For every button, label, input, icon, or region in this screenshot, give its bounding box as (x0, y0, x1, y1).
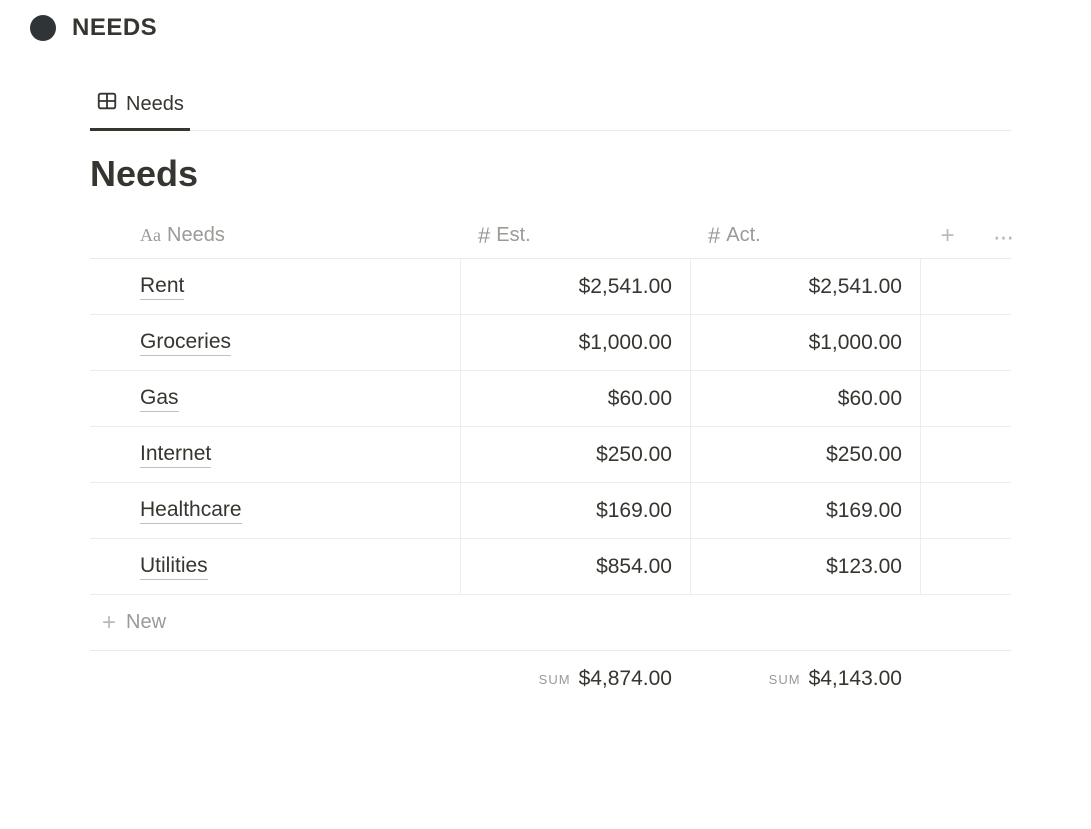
table-more-button[interactable]: ··· (975, 213, 1030, 258)
page-title[interactable]: NEEDS (72, 14, 157, 42)
table-row[interactable]: Healthcare $169.00 $169.00 (90, 483, 1011, 539)
cell-act[interactable]: $123.00 (690, 539, 920, 594)
cell-name[interactable]: Rent (90, 259, 460, 314)
cell-est[interactable]: $250.00 (460, 427, 690, 482)
cell-empty (975, 539, 1030, 594)
table-row[interactable]: Rent $2,541.00 $2,541.00 (90, 259, 1011, 315)
column-header-act[interactable]: # Act. (690, 213, 920, 258)
cell-empty (920, 483, 975, 538)
table-row[interactable]: Utilities $854.00 $123.00 (90, 539, 1011, 595)
page-bullet-icon (30, 15, 56, 41)
table-header-row: Aa Needs # Est. # Act. + ··· (90, 213, 1011, 259)
tab-label: Needs (126, 93, 184, 116)
title-property-icon: Aa (140, 225, 161, 246)
database-table: Aa Needs # Est. # Act. + ··· Rent $2,541… (90, 213, 1011, 707)
footer-spacer (975, 651, 1030, 707)
cell-empty (920, 259, 975, 314)
cell-act[interactable]: $2,541.00 (690, 259, 920, 314)
cell-empty (920, 427, 975, 482)
cell-empty (920, 315, 975, 370)
cell-empty (975, 427, 1030, 482)
sum-value: $4,874.00 (579, 667, 672, 691)
footer-spacer (90, 651, 460, 707)
database-title[interactable]: Needs (90, 131, 1011, 213)
cell-empty (975, 315, 1030, 370)
cell-name[interactable]: Groceries (90, 315, 460, 370)
cell-name[interactable]: Gas (90, 371, 460, 426)
column-label: Est. (496, 224, 530, 247)
cell-name[interactable]: Internet (90, 427, 460, 482)
column-header-est[interactable]: # Est. (460, 213, 690, 258)
cell-act[interactable]: $169.00 (690, 483, 920, 538)
table-view-icon (96, 90, 118, 118)
sum-label: SUM (769, 672, 801, 687)
table-body: Rent $2,541.00 $2,541.00 Groceries $1,00… (90, 259, 1011, 595)
table-row[interactable]: Groceries $1,000.00 $1,000.00 (90, 315, 1011, 371)
footer-sum-est[interactable]: SUM $4,874.00 (460, 651, 690, 707)
cell-est[interactable]: $60.00 (460, 371, 690, 426)
footer-spacer (920, 651, 975, 707)
column-label: Needs (167, 224, 225, 247)
cell-empty (920, 539, 975, 594)
table-footer: SUM $4,874.00 SUM $4,143.00 (90, 651, 1011, 707)
cell-name[interactable]: Healthcare (90, 483, 460, 538)
plus-icon: + (102, 611, 116, 635)
cell-act[interactable]: $250.00 (690, 427, 920, 482)
sum-value: $4,143.00 (809, 667, 902, 691)
cell-empty (920, 371, 975, 426)
plus-icon: + (940, 224, 954, 248)
number-property-icon: # (708, 223, 720, 249)
number-property-icon: # (478, 223, 490, 249)
column-label: Act. (726, 224, 760, 247)
cell-est[interactable]: $2,541.00 (460, 259, 690, 314)
cell-act[interactable]: $60.00 (690, 371, 920, 426)
footer-sum-act[interactable]: SUM $4,143.00 (690, 651, 920, 707)
new-row-label: New (126, 611, 166, 634)
cell-empty (975, 483, 1030, 538)
page-header: NEEDS (30, 10, 1071, 82)
cell-name[interactable]: Utilities (90, 539, 460, 594)
cell-est[interactable]: $169.00 (460, 483, 690, 538)
column-header-needs[interactable]: Aa Needs (90, 213, 460, 258)
sum-label: SUM (539, 672, 571, 687)
add-column-button[interactable]: + (920, 213, 975, 258)
table-row[interactable]: Internet $250.00 $250.00 (90, 427, 1011, 483)
cell-empty (975, 259, 1030, 314)
tab-needs[interactable]: Needs (90, 82, 190, 131)
view-tab-bar: Needs (90, 82, 1011, 131)
table-row[interactable]: Gas $60.00 $60.00 (90, 371, 1011, 427)
cell-est[interactable]: $854.00 (460, 539, 690, 594)
cell-est[interactable]: $1,000.00 (460, 315, 690, 370)
cell-empty (975, 371, 1030, 426)
new-row-button[interactable]: + New (90, 595, 1011, 651)
cell-act[interactable]: $1,000.00 (690, 315, 920, 370)
